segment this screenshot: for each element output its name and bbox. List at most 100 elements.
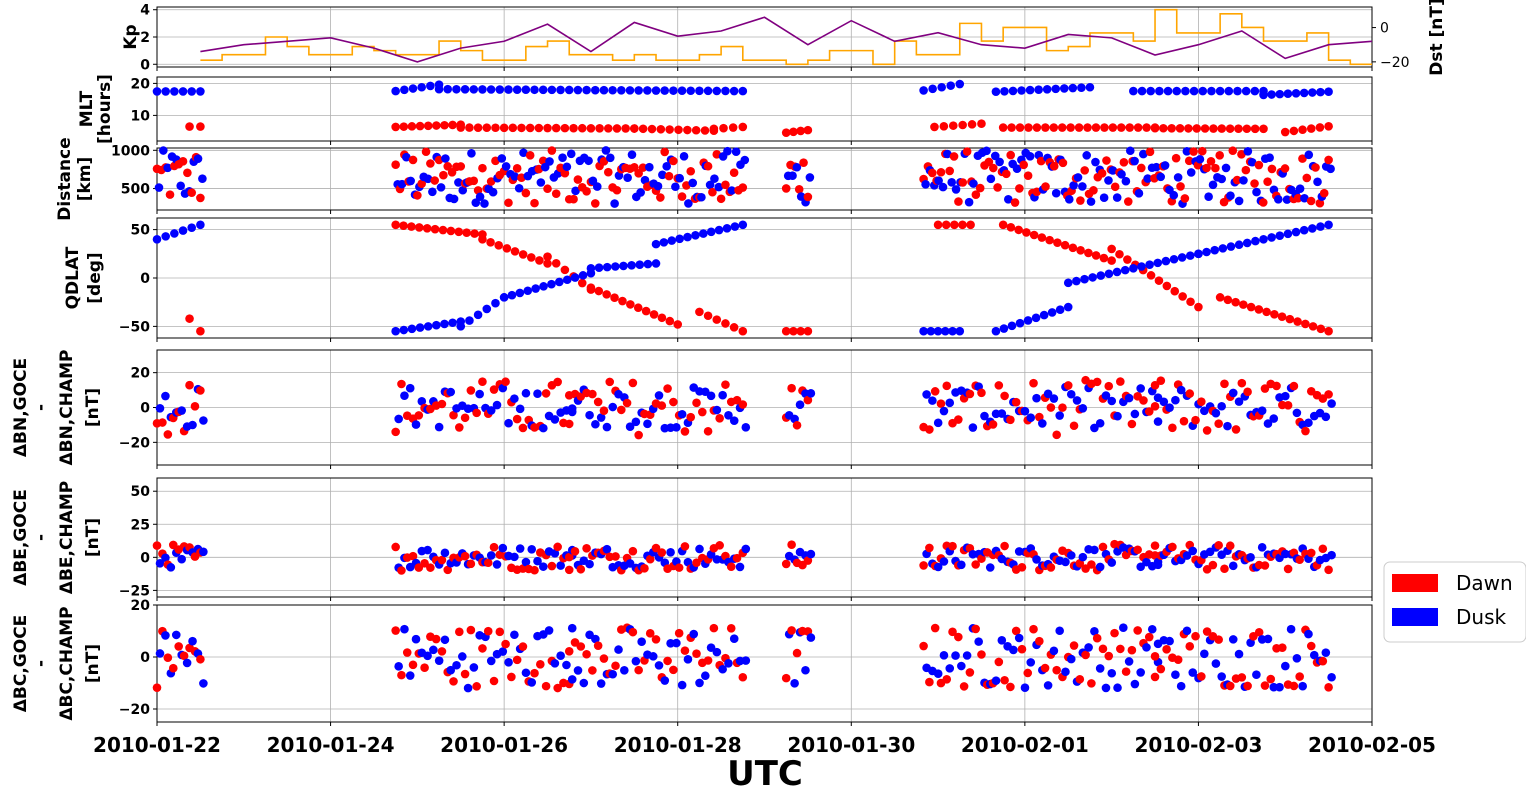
qdlat-dawn-point-65 [1068, 243, 1078, 253]
dbc-dawn-point-27 [495, 627, 505, 637]
distance-dusk-point-83 [705, 180, 715, 190]
dbn-dawn-point-91 [1006, 415, 1015, 425]
mlt-dawn-point-75 [1150, 123, 1160, 133]
dbn-dawn-point-102 [1069, 421, 1079, 431]
dbn-dusk-point-84 [968, 423, 978, 432]
dbn-dawn-point-147 [1324, 390, 1333, 399]
distance-dawn-point-169 [1228, 146, 1238, 155]
dbc-dawn-point-112 [1127, 645, 1137, 655]
mlt-dawn-point-0 [185, 122, 194, 131]
dbe-dawn-point-68 [726, 562, 736, 572]
mlt-dusk-point-39 [669, 86, 678, 95]
distance-dawn-point-135 [1080, 166, 1090, 175]
dbc-dusk-point-107 [1101, 683, 1111, 693]
qdlat-dawn-point-94 [1301, 319, 1310, 329]
dbn-dusk-point-50 [625, 422, 635, 432]
dbc-dusk-point-92 [1014, 633, 1024, 643]
dbc-dusk-point-138 [1275, 682, 1284, 692]
qdlat-dawn-point-57 [1006, 223, 1016, 232]
dbn-dusk-point-76 [922, 390, 931, 399]
dbn-dusk-point-59 [677, 409, 687, 419]
dbn-dawn-point-45 [593, 397, 603, 407]
mlt-dawn-point-79 [1184, 124, 1193, 133]
distance-dusk-point-112 [982, 146, 991, 156]
distance-dusk-point-185 [1300, 193, 1309, 203]
dbn-dawn-point-51 [628, 378, 638, 388]
dbn-dawn-point-117 [1150, 402, 1160, 411]
dbe-panel-ytick-label-3: −25 [119, 583, 150, 599]
distance-dusk-point-50 [562, 162, 572, 172]
mlt-dusk-point-75 [1215, 86, 1225, 96]
mlt-dawn-point-7 [432, 121, 441, 130]
distance-dusk-point-146 [1130, 156, 1139, 166]
mlt-dusk-point-17 [478, 85, 487, 94]
distance-dawn-point-128 [1049, 161, 1059, 171]
dbc-dusk-point-121 [1176, 681, 1186, 691]
dbe-dawn-point-15 [426, 563, 435, 572]
distance-dawn-point-188 [1311, 163, 1320, 172]
dbe-dawn-point-33 [530, 565, 539, 575]
dbc-dusk-point-22 [469, 663, 479, 672]
qdlat-dusk-point-17 [473, 310, 483, 320]
qdlat-dusk-point-44 [667, 236, 677, 245]
mlt-dawn-point-85 [1234, 124, 1243, 133]
distance-dawn-point-185 [1298, 154, 1307, 163]
distance-dusk-point-93 [788, 171, 797, 181]
distance-dawn-point-165 [1211, 163, 1220, 173]
mlt-dusk-point-8 [408, 84, 418, 93]
qdlat-dawn-point-38 [657, 313, 667, 323]
mlt-dawn-point-77 [1167, 123, 1176, 133]
distance-dusk-point-186 [1304, 150, 1314, 160]
qdlat-dusk-point-59 [955, 326, 965, 336]
dbn-dusk-point-13 [417, 397, 427, 406]
dbe-dusk-point-123 [1188, 546, 1198, 556]
distance-dusk-point-181 [1282, 195, 1292, 204]
dbn-dawn-point-125 [1197, 397, 1206, 406]
dbn-dawn-point-115 [1144, 407, 1154, 416]
mlt-dawn-point-3 [399, 122, 409, 131]
qdlat-dawn-point-20 [526, 253, 536, 262]
dbc-dusk-point-112 [1130, 679, 1140, 689]
qdlat-dusk-point-5 [196, 220, 205, 230]
qdlat-dawn-point-89 [1262, 307, 1271, 317]
mlt-dusk-point-58 [1034, 85, 1043, 94]
dbc-dawn-point-43 [582, 649, 591, 659]
dbc-dusk-point-85 [974, 637, 983, 646]
distance-dawn-point-50 [560, 168, 570, 178]
dbc-dusk-point-63 [701, 671, 710, 681]
distance-dusk-point-46 [545, 157, 554, 166]
mlt-dawn-point-24 [569, 123, 578, 133]
dbc-dawn-point-106 [1092, 633, 1102, 643]
mlt-dawn-point-82 [1209, 124, 1218, 133]
dbc-dusk-point-32 [527, 678, 537, 687]
dbc-dawn-point-62 [692, 649, 701, 658]
mlt-dawn-point-39 [691, 125, 701, 135]
dbn-dawn-point-143 [1301, 426, 1310, 436]
distance-dawn-point-26 [456, 162, 466, 171]
mlt-dawn-point-20 [534, 123, 544, 133]
distance-dusk-point-88 [727, 186, 737, 195]
qdlat-dawn-point-96 [1316, 324, 1326, 334]
dbe-dusk-point-62 [695, 544, 704, 554]
dbc-dawn-point-31 [518, 642, 528, 651]
dbe-dusk-point-60 [683, 557, 693, 567]
dbn-dawn-point-26 [489, 385, 499, 394]
qdlat-dawn-point-79 [1170, 286, 1180, 296]
dbc-dawn-point-51 [628, 627, 638, 637]
dbc-dawn-point-135 [1254, 627, 1264, 637]
dbn-dawn-point-136 [1260, 384, 1270, 393]
qdlat-panel-ytick-label-1: 0 [140, 271, 150, 287]
dbe-dawn-point-105 [1087, 560, 1096, 569]
distance-dusk-point-40 [519, 148, 528, 158]
mlt-dawn-point-70 [1116, 123, 1126, 132]
dbc-dawn-point-35 [541, 681, 551, 691]
qdlat-dusk-point-82 [1161, 256, 1171, 266]
dbn-dawn-point-61 [686, 412, 696, 422]
qdlat-dawn-point-85 [1231, 297, 1240, 307]
dbe-panel-frame [156, 477, 1373, 598]
dbc-dawn-point-113 [1133, 626, 1142, 635]
dbc-dawn-point-11 [402, 648, 412, 657]
dbe-dawn-point-43 [582, 543, 591, 553]
qdlat-dusk-point-55 [926, 326, 936, 336]
dbe-dawn-point-129 [1220, 564, 1229, 574]
